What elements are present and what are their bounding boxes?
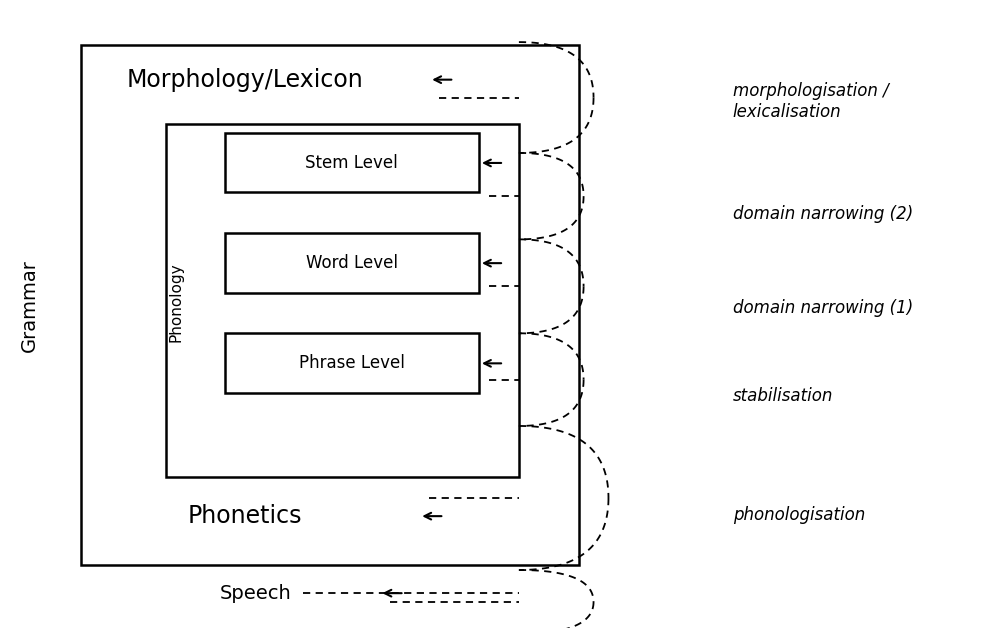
Bar	[226, 333, 479, 392]
Text: Phrase Level: Phrase Level	[298, 354, 404, 372]
Bar	[166, 123, 519, 477]
Bar	[226, 233, 479, 292]
Bar	[81, 45, 579, 565]
Text: domain narrowing (2): domain narrowing (2)	[733, 205, 913, 223]
Text: Phonology: Phonology	[168, 262, 183, 342]
Text: Speech: Speech	[220, 584, 291, 603]
Text: domain narrowing (1): domain narrowing (1)	[733, 299, 913, 317]
Text: phonologisation: phonologisation	[733, 506, 865, 524]
Text: Phonetics: Phonetics	[188, 504, 302, 528]
Text: Morphology/Lexicon: Morphology/Lexicon	[127, 68, 363, 92]
Text: stabilisation: stabilisation	[733, 387, 833, 405]
Text: Word Level: Word Level	[305, 254, 398, 272]
Text: morphologisation /
lexicalisation: morphologisation / lexicalisation	[733, 82, 888, 121]
Bar	[226, 133, 479, 192]
Text: Grammar: Grammar	[20, 259, 39, 352]
Text: Stem Level: Stem Level	[305, 154, 398, 172]
